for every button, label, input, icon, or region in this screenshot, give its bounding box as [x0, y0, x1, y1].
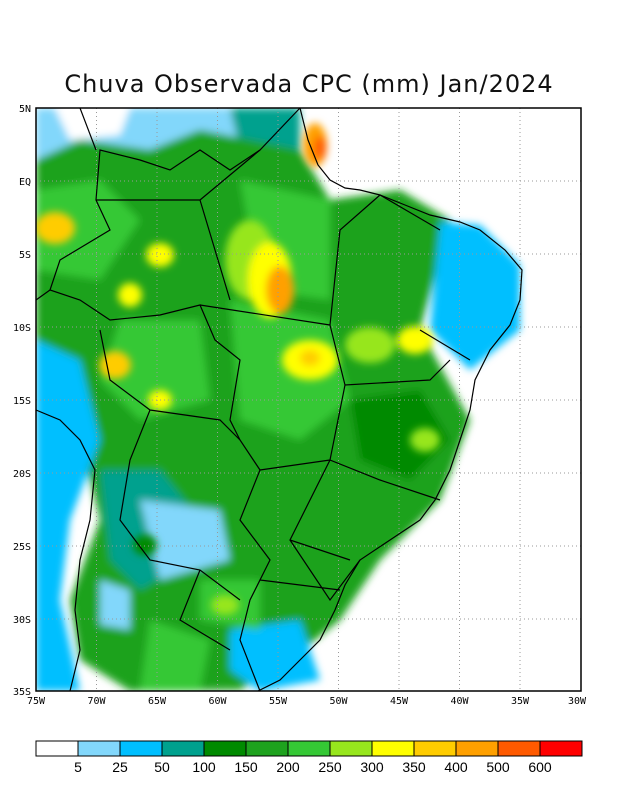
colorbar-label: 500 — [486, 759, 510, 775]
colorbar-swatch — [413, 740, 457, 757]
lon-tick-label: 65W — [148, 696, 167, 707]
lat-tick-label: 5N — [19, 104, 31, 115]
colorbar-label: 250 — [318, 759, 342, 775]
neighbor-borders — [36, 108, 241, 651]
colorbar-label: 400 — [444, 759, 468, 775]
colorbar-label: 100 — [192, 759, 216, 775]
colorbar-label: 600 — [528, 759, 552, 775]
lon-tick-label: 40W — [450, 696, 469, 707]
lat-tick-label: 10S — [13, 323, 31, 334]
colorbar-label: 50 — [154, 759, 170, 775]
colorbar-swatch — [497, 740, 541, 757]
colorbar-swatch — [329, 740, 373, 757]
lat-tick-label: 35S — [13, 687, 31, 698]
colorbar-swatch — [455, 740, 499, 757]
coastline-and-borders — [36, 108, 523, 691]
colorbar-swatch — [35, 740, 79, 757]
colorbar-swatch — [203, 740, 247, 757]
lon-tick-label: 70W — [87, 696, 106, 707]
lon-tick-label: 50W — [329, 696, 348, 707]
colorbar: 5 25 50 100 150 200 250 300 350 400 500 600 — [35, 740, 583, 775]
longitude-ticks: 75W 70W 65W 60W 55W 50W 45W 40W 35W 30W — [27, 696, 587, 707]
colorbar-label: 300 — [360, 759, 384, 775]
heavy-rain-cores — [36, 123, 440, 615]
latitude-ticks: 5N EQ 5S 10S 15S 20S 25S 30S 35S — [13, 104, 31, 698]
map-title: Chuva Observada CPC (mm) Jan/2024 — [64, 70, 554, 98]
colorbar-swatch — [77, 740, 121, 757]
colorbar-swatch — [371, 740, 415, 757]
lat-tick-label: 20S — [13, 469, 31, 480]
lat-tick-label: 5S — [19, 250, 31, 261]
lon-tick-label: 75W — [27, 696, 46, 707]
lon-tick-label: 55W — [269, 696, 288, 707]
colorbar-swatch — [539, 740, 583, 757]
south-america-coastline — [36, 108, 523, 691]
state-borders — [96, 149, 471, 602]
colorbar-label: 5 — [74, 759, 82, 775]
lat-tick-label: 30S — [13, 615, 31, 626]
brazil-border — [49, 108, 301, 691]
lon-tick-label: 60W — [208, 696, 227, 707]
colorbar-swatch — [119, 740, 163, 757]
lon-tick-label: 30W — [568, 696, 587, 707]
colorbar-swatch — [245, 740, 289, 757]
colorbar-swatch — [161, 740, 205, 757]
colorbar-label: 350 — [402, 759, 426, 775]
lon-tick-label: 35W — [511, 696, 530, 707]
plot-frame — [35, 107, 582, 692]
colorbar-swatch — [287, 740, 331, 757]
colorbar-label: 150 — [234, 759, 258, 775]
colorbar-label: 200 — [276, 759, 300, 775]
lat-tick-label: 15S — [13, 396, 31, 407]
lat-tick-label: EQ — [19, 177, 31, 188]
colorbar-label: 25 — [112, 759, 128, 775]
lon-tick-label: 45W — [390, 696, 409, 707]
lat-tick-label: 25S — [13, 542, 31, 553]
precipitation-field — [36, 108, 581, 691]
